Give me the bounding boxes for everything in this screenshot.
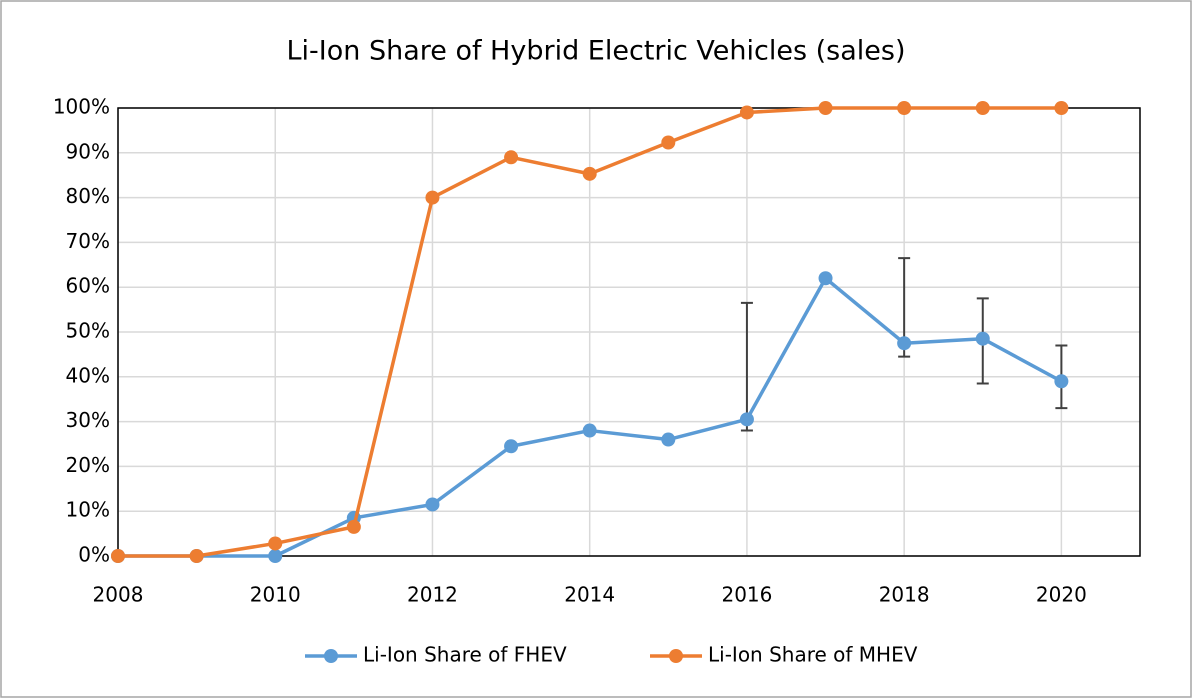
x-tick-label: 2012 bbox=[407, 583, 458, 607]
data-point bbox=[189, 549, 204, 563]
y-tick-label: 40% bbox=[66, 363, 110, 387]
y-tick-label: 10% bbox=[66, 498, 110, 522]
legend-label: Li-Ion Share of FHEV bbox=[363, 643, 567, 667]
x-tick-label: 2014 bbox=[564, 583, 615, 607]
x-tick-label: 2020 bbox=[1036, 583, 1087, 607]
data-point bbox=[425, 497, 440, 512]
y-tick-label: 70% bbox=[66, 229, 110, 253]
x-tick-label: 2010 bbox=[250, 583, 301, 607]
y-tick-label: 30% bbox=[66, 408, 110, 432]
data-point bbox=[582, 166, 597, 181]
data-point bbox=[111, 549, 125, 563]
data-point bbox=[897, 336, 912, 351]
data-point bbox=[975, 331, 990, 346]
data-point bbox=[346, 519, 361, 534]
x-tick-label: 2018 bbox=[879, 583, 930, 607]
error-bar bbox=[740, 301, 753, 432]
data-point bbox=[739, 105, 754, 120]
x-tick-label: 2008 bbox=[93, 583, 144, 607]
data-point bbox=[897, 101, 912, 115]
data-point bbox=[661, 432, 676, 447]
chart-title: Li-Ion Share of Hybrid Electric Vehicles… bbox=[286, 36, 905, 67]
data-point bbox=[739, 412, 754, 427]
data-point bbox=[504, 439, 519, 454]
data-point bbox=[504, 150, 519, 165]
data-point bbox=[425, 190, 440, 205]
y-tick-label: 60% bbox=[66, 274, 110, 298]
x-tick-label: 2016 bbox=[721, 583, 772, 607]
data-point bbox=[975, 101, 990, 115]
legend-label: Li-Ion Share of MHEV bbox=[708, 643, 918, 667]
data-point bbox=[582, 423, 597, 438]
y-tick-label: 0% bbox=[78, 543, 110, 567]
data-point bbox=[1054, 101, 1069, 115]
data-point bbox=[268, 536, 283, 551]
data-point bbox=[818, 101, 833, 115]
y-tick-label: 90% bbox=[66, 139, 110, 163]
legend-marker bbox=[324, 649, 338, 663]
y-tick-label: 80% bbox=[66, 184, 110, 208]
y-tick-label: 50% bbox=[66, 319, 110, 343]
legend-marker bbox=[669, 649, 683, 663]
data-point bbox=[1054, 374, 1069, 389]
y-tick-label: 100% bbox=[53, 95, 110, 119]
data-point bbox=[818, 271, 833, 286]
data-point bbox=[268, 549, 283, 563]
data-point bbox=[661, 135, 676, 150]
y-tick-label: 20% bbox=[66, 453, 110, 477]
plot-frame bbox=[117, 107, 1141, 557]
